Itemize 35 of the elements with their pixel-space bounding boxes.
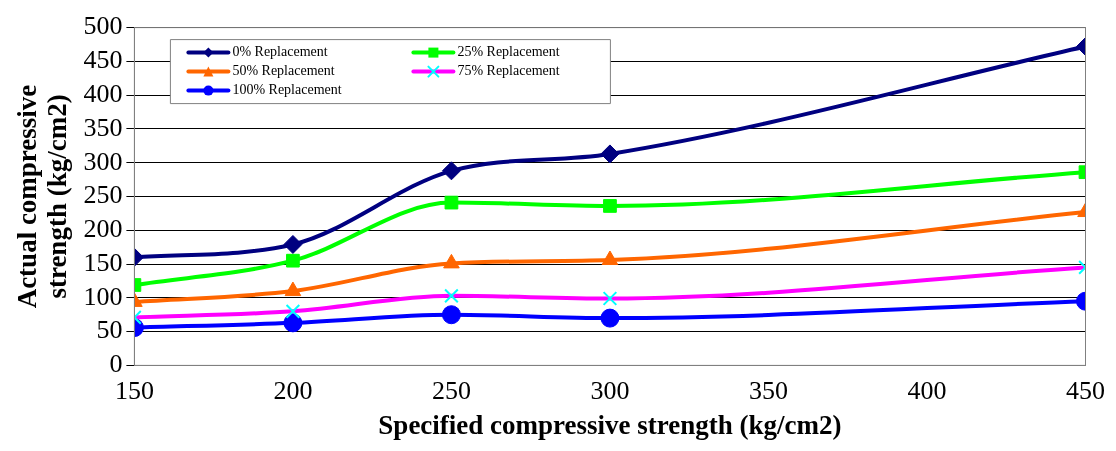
y-tick-label: 300 [83,146,123,176]
y-tick-label: 350 [83,112,123,142]
point [601,250,619,266]
y-tick-label: 400 [83,78,123,108]
point [284,281,302,297]
y-tick-label: 500 [83,11,123,41]
y-tick-label: 100 [83,281,123,311]
point [283,234,303,254]
x-tick-label: 200 [273,375,313,405]
x-tick-label: 300 [590,375,630,405]
point [444,195,459,210]
y-tick-label: 50 [96,315,123,345]
point [286,253,300,268]
y-tick-label: 450 [83,45,123,75]
legend-label: 0% Replacement [232,44,328,60]
point [441,161,461,181]
legend-label: 100% Replacement [232,82,342,98]
x-tick-label: 450 [1066,375,1105,405]
legend-label: 50% Replacement [232,63,335,79]
x-tick-label: 350 [748,375,788,405]
point [600,308,620,328]
y-tick-label: 250 [83,180,123,210]
y-tick-label: 0 [109,349,123,379]
x-tick-label: 250 [431,375,471,405]
y-tick-label: 150 [83,247,123,277]
point [283,313,303,333]
point [441,305,461,325]
x-axis-title: Specified compressive strength (kg/cm2) [378,409,842,440]
y-axis-title: Actual compressive strength (kg/cm2) [11,84,72,309]
point [600,144,620,164]
legend-label: 75% Replacement [457,63,560,79]
legend-label: 25% Replacement [457,44,560,60]
x-tick-label: 400 [907,375,947,405]
point [603,199,617,213]
y-tick-label: 200 [83,214,123,244]
